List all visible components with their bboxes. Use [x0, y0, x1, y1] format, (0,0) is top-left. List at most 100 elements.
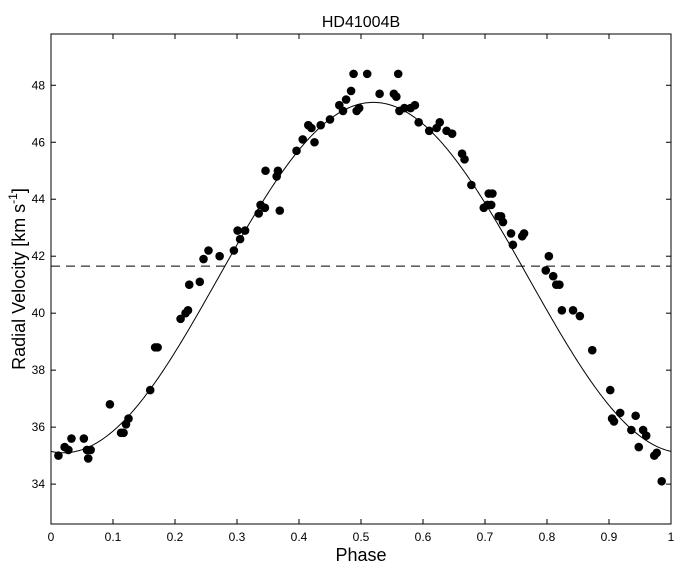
data-point: [184, 280, 194, 289]
data-point: [240, 226, 250, 235]
data-point: [260, 203, 270, 213]
x-tick-label: 0: [48, 530, 55, 544]
x-tick-label: 0.3: [229, 530, 246, 544]
data-point: [119, 428, 128, 438]
data-point: [124, 414, 133, 423]
y-tick-label: 34: [32, 477, 46, 491]
data-point: [652, 448, 662, 458]
data-point: [273, 166, 283, 176]
data-point: [631, 411, 640, 421]
data-point: [316, 120, 326, 130]
x-tick-label: 0.2: [167, 530, 184, 544]
x-tick-label: 0.4: [291, 530, 308, 544]
data-point: [261, 166, 270, 176]
plot-area: 0 0.1 0.2 0.3 0.4 0.5 0.6 0.7 0.8 0.9 1 34 36 38 40 42…: [32, 33, 675, 544]
data-point: [519, 229, 529, 238]
data-point: [298, 135, 308, 144]
data-point: [362, 69, 372, 79]
y-axis-label: Radial Velocity [km s-1]: [6, 188, 29, 370]
data-point: [410, 100, 420, 110]
x-tick-label: 0.1: [105, 530, 122, 544]
data-point: [54, 451, 63, 460]
data-point: [79, 434, 89, 443]
data-point: [508, 240, 518, 250]
data-point: [424, 126, 434, 136]
data-point: [338, 106, 348, 116]
data-point: [568, 306, 578, 315]
data-point: [392, 92, 401, 101]
y-tick-label: 36: [32, 420, 46, 434]
x-axis-ticks: 0 0.1 0.2 0.3 0.4 0.5 0.6 0.7 0.8 0.9 1: [48, 34, 675, 544]
data-point: [145, 385, 155, 395]
data-point: [349, 69, 358, 79]
data-point: [605, 385, 615, 395]
data-point: [467, 180, 476, 190]
y-tick-label: 38: [32, 363, 46, 377]
data-point: [544, 251, 554, 261]
data-point: [548, 271, 558, 281]
data-point: [153, 343, 162, 352]
data-point: [657, 476, 666, 486]
data-point: [346, 86, 356, 96]
data-point: [292, 146, 301, 156]
data-point: [627, 425, 636, 435]
data-point: [375, 89, 384, 99]
data-point: [555, 280, 564, 289]
data-point: [341, 95, 351, 104]
data-point: [634, 442, 644, 452]
y-tick-label: 48: [32, 78, 46, 92]
data-point: [325, 115, 335, 124]
y-axis-label-main: Radial Velocity [km s: [9, 204, 29, 370]
data-point: [215, 251, 224, 261]
data-point: [587, 345, 597, 355]
data-point: [310, 137, 319, 147]
data-point: [575, 311, 585, 321]
data-point: [105, 400, 115, 409]
data-point: [486, 200, 496, 210]
fit-layer: [50, 101, 672, 454]
y-axis-label-close: ]: [9, 188, 29, 193]
data-point: [460, 155, 469, 164]
data-point: [541, 266, 551, 275]
data-point: [235, 234, 245, 244]
x-axis-label: Phase: [335, 545, 386, 565]
points-layer: [54, 69, 666, 486]
data-point: [67, 434, 76, 443]
data-point: [447, 129, 457, 139]
data-point: [195, 277, 205, 287]
y-tick-label: 42: [32, 249, 46, 263]
data-point: [229, 246, 239, 255]
y-axis-label-superscript: -1: [6, 193, 20, 204]
data-point: [183, 306, 193, 315]
x-tick-label: 0.7: [477, 530, 494, 544]
data-point: [233, 226, 242, 235]
data-point: [176, 314, 185, 324]
y-tick-label: 44: [32, 192, 46, 206]
data-point: [435, 118, 445, 127]
data-point: [498, 217, 508, 227]
y-axis-ticks: 34 36 38 40 42 44 46 48: [32, 78, 671, 491]
data-point: [199, 254, 208, 264]
data-point: [506, 229, 516, 238]
data-point: [641, 431, 651, 440]
data-point: [204, 246, 213, 255]
data-point: [414, 118, 423, 127]
x-tick-label: 0.9: [601, 530, 618, 544]
data-point: [307, 123, 316, 133]
data-point: [64, 445, 73, 455]
y-tick-label: 46: [32, 135, 46, 149]
x-tick-label: 1: [668, 530, 675, 544]
chart-title: HD41004B: [322, 14, 400, 31]
data-point: [488, 189, 497, 198]
data-point: [83, 454, 93, 463]
data-point: [609, 417, 619, 426]
data-point: [275, 206, 285, 215]
data-point: [86, 445, 95, 455]
y-tick-label: 40: [32, 306, 46, 320]
data-point: [400, 103, 409, 113]
data-point: [615, 408, 625, 418]
data-point: [354, 103, 364, 113]
data-point: [557, 306, 567, 315]
x-tick-label: 0.8: [539, 530, 556, 544]
